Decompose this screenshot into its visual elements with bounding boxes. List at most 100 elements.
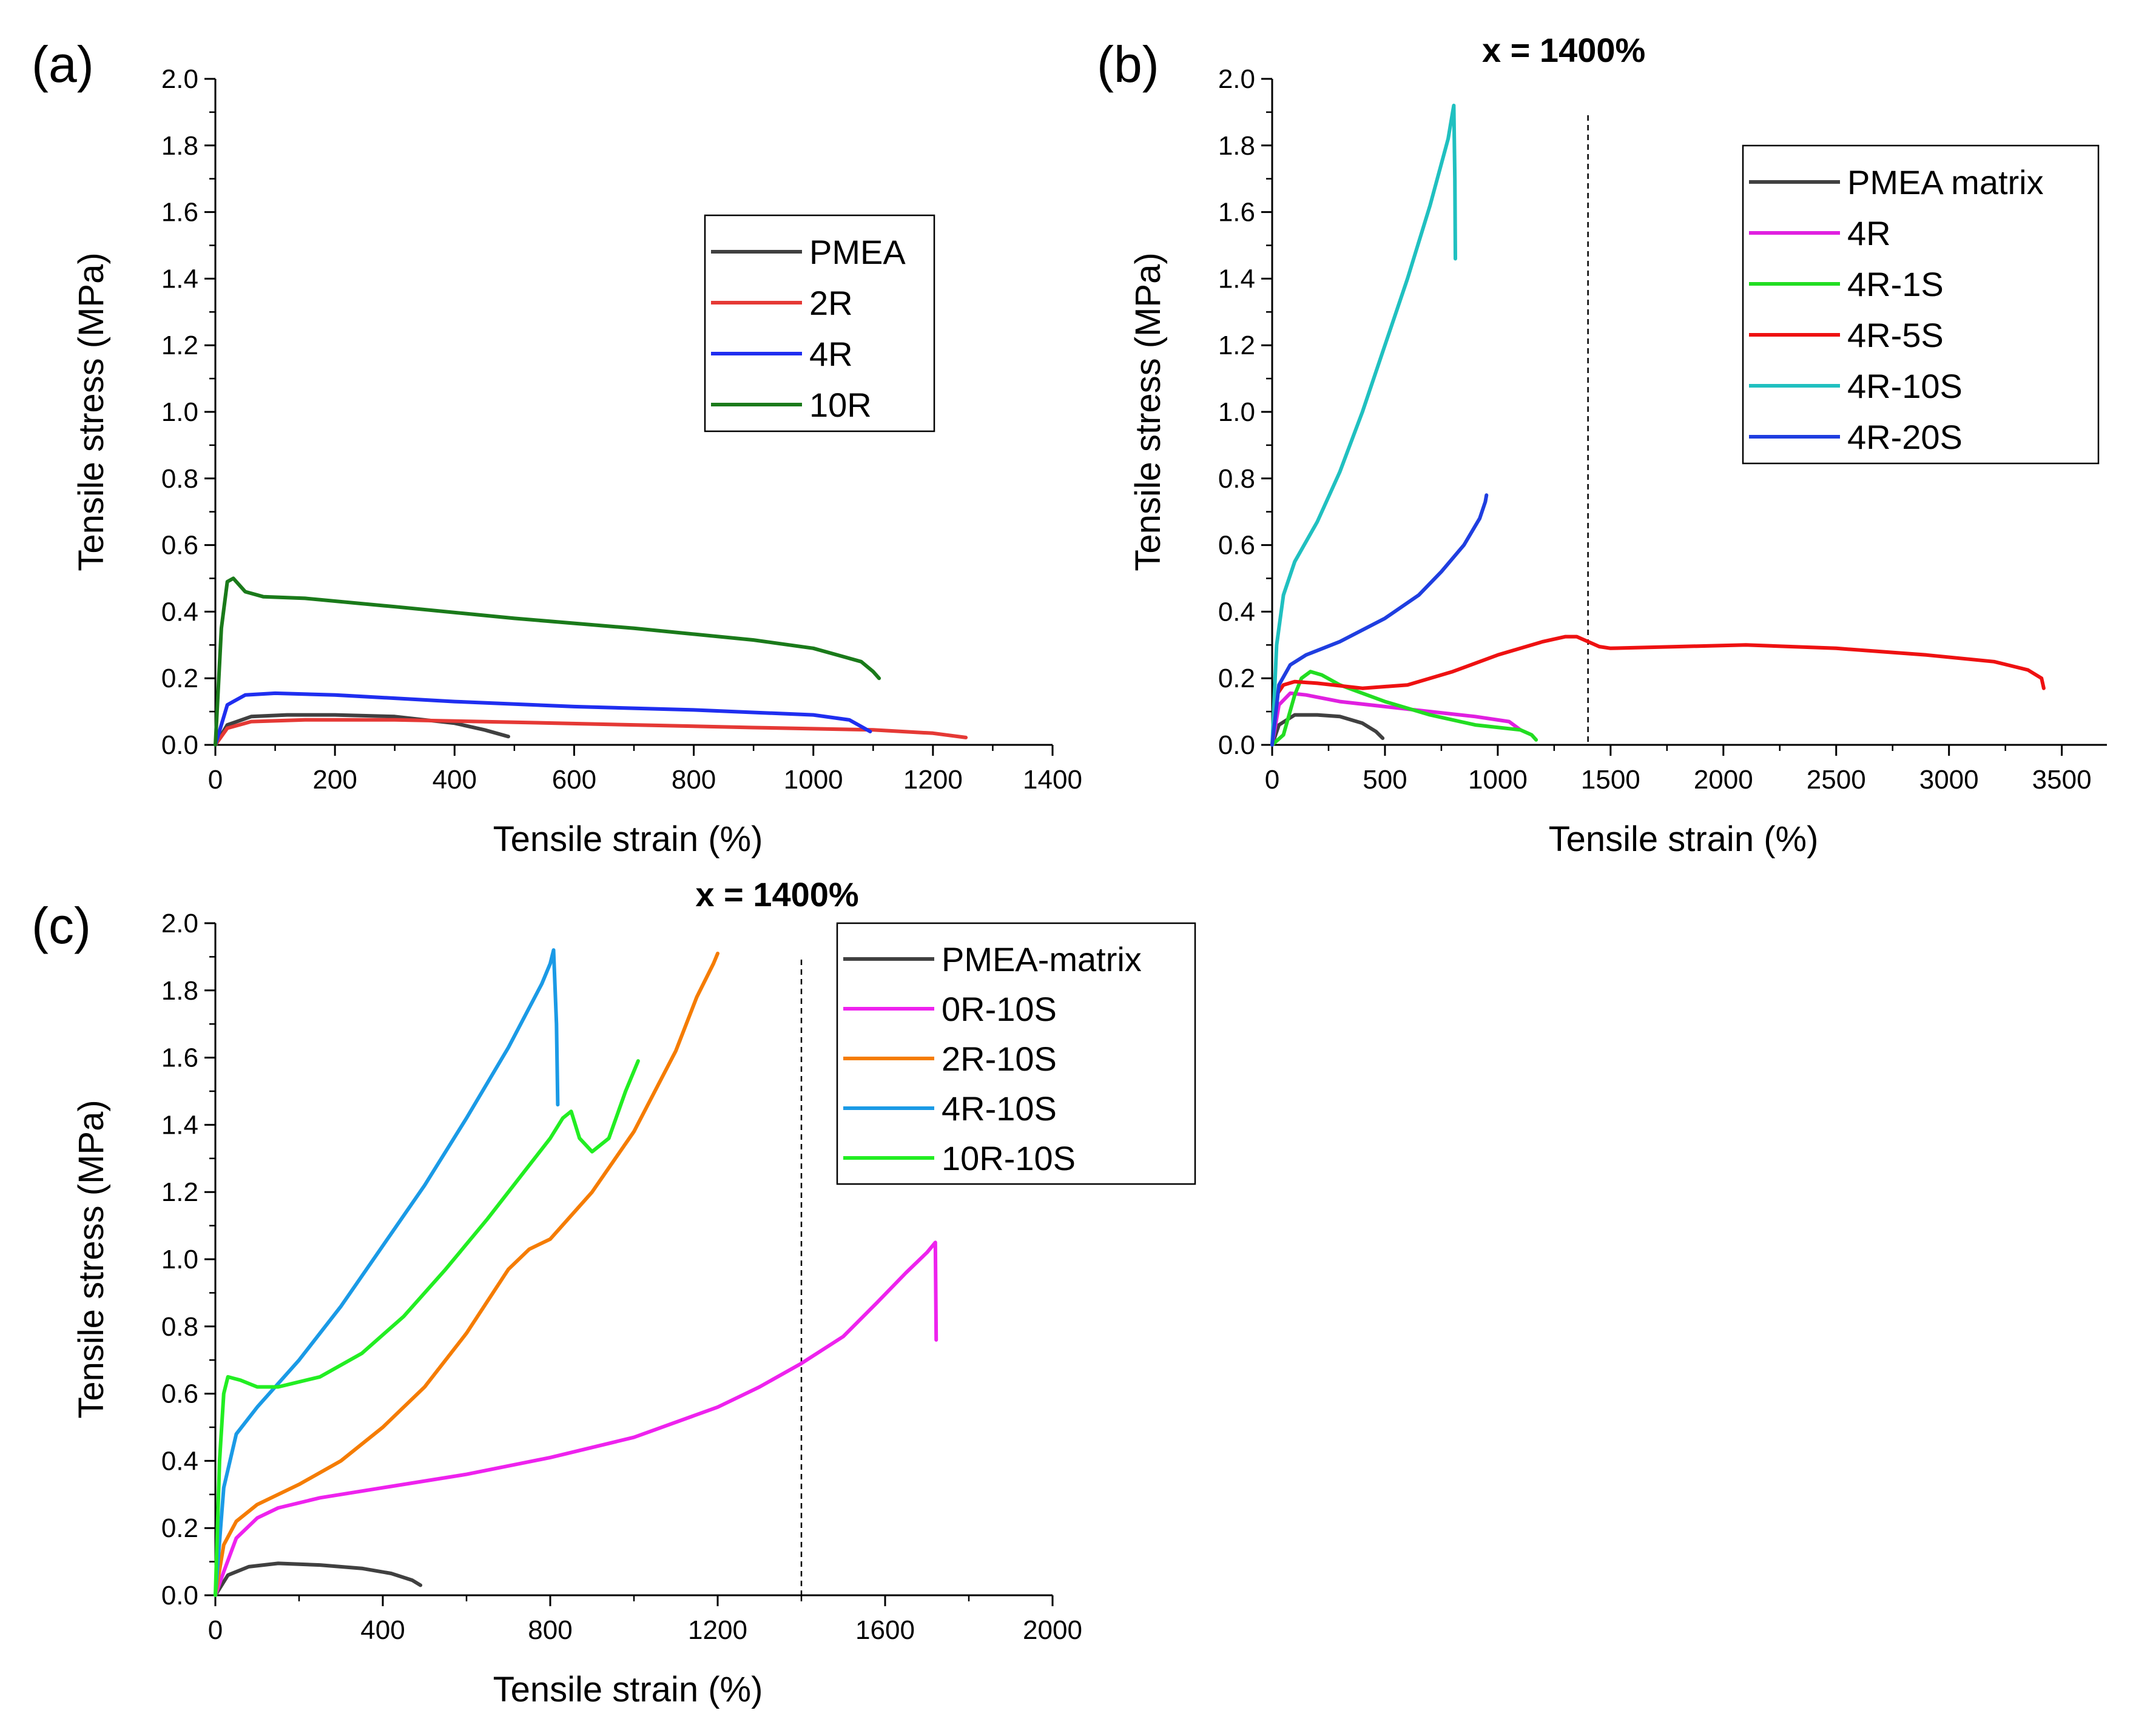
legend-label: 2R bbox=[809, 284, 853, 322]
x-tick-label: 1000 bbox=[784, 765, 843, 795]
legend-label: 4R-10S bbox=[942, 1089, 1057, 1128]
legend-label: 2R-10S bbox=[942, 1040, 1057, 1078]
y-tick-label: 0.2 bbox=[161, 1513, 198, 1543]
x-tick-label: 500 bbox=[1363, 765, 1407, 795]
y-tick-label: 0.4 bbox=[161, 1446, 198, 1476]
legend-label: 4R-10S bbox=[1847, 367, 1963, 405]
y-tick-label: 1.8 bbox=[1218, 131, 1255, 161]
y-tick-label: 0.8 bbox=[1218, 464, 1255, 494]
y-axis-title: Tensile stress (MPa) bbox=[72, 252, 111, 571]
y-tick-label: 1.6 bbox=[1218, 198, 1255, 227]
x-tick-label: 800 bbox=[528, 1615, 572, 1645]
x-tick-label: 3000 bbox=[1919, 765, 1979, 795]
x-tick-label: 1500 bbox=[1581, 765, 1640, 795]
y-tick-label: 1.6 bbox=[161, 1043, 198, 1073]
y-tick-label: 2.0 bbox=[161, 64, 198, 94]
y-tick-label: 0.0 bbox=[161, 730, 198, 760]
panel-b-chart: 0.0 0.2 0.4 0.6 0.8 1.0 1.2 1.4 1.6 1.8 2.0 0 500 100… bbox=[1097, 31, 2107, 859]
x-axis-title: Tensile strain (%) bbox=[1549, 819, 1819, 859]
series-line-4r-5s bbox=[1270, 634, 2046, 747]
series-line-10r bbox=[214, 576, 881, 747]
y-tick-label: 2.0 bbox=[161, 909, 198, 938]
series-line-0r-10s bbox=[214, 1240, 938, 1597]
x-tick-label: 1600 bbox=[855, 1615, 915, 1645]
legend-label: 0R-10S bbox=[942, 990, 1057, 1028]
legend-box bbox=[1742, 144, 2100, 465]
x-tick-label: 3500 bbox=[2032, 765, 2092, 795]
y-tick-label: 1.2 bbox=[161, 1177, 198, 1207]
panel-label-a: (a) bbox=[32, 36, 94, 93]
legend-label: 10R bbox=[809, 386, 872, 424]
y-tick-label: 1.0 bbox=[161, 1245, 198, 1274]
y-tick-label: 0.2 bbox=[1218, 664, 1255, 693]
y-tick-label: 1.4 bbox=[1218, 264, 1255, 294]
legend-label: PMEA-matrix bbox=[942, 940, 1142, 978]
x-axis-title: Tensile strain (%) bbox=[493, 1670, 763, 1709]
x-tick-label: 2000 bbox=[1023, 1615, 1082, 1645]
x-tick-label: 800 bbox=[672, 765, 716, 795]
y-axis-title: Tensile stress (MPa) bbox=[72, 1100, 111, 1418]
y-tick-label: 1.4 bbox=[161, 1110, 198, 1140]
y-tick-label: 2.0 bbox=[1218, 64, 1255, 94]
x-tick-label: 0 bbox=[1265, 765, 1279, 795]
series-line-4r-10s bbox=[1270, 103, 1457, 747]
x-tick-label: 0 bbox=[208, 765, 223, 795]
x-tick-label: 1400 bbox=[1023, 765, 1082, 795]
series-line-4r bbox=[1270, 691, 1523, 747]
x-tick-label: 1200 bbox=[688, 1615, 747, 1645]
panel-a-chart: 0.0 0.2 0.4 0.6 0.8 1.0 1.2 1.4 1.6 1.8 2.0 0 200 400… bbox=[32, 36, 1082, 859]
y-tick-label: 0.4 bbox=[161, 597, 198, 627]
y-tick-label: 0.0 bbox=[1218, 730, 1255, 760]
legend-label: 10R-10S bbox=[942, 1139, 1076, 1177]
series-line-pmea-matrix bbox=[1270, 713, 1385, 747]
series-line-2r bbox=[214, 718, 968, 747]
y-tick-label: 1.8 bbox=[161, 131, 198, 161]
y-tick-label: 0.6 bbox=[1218, 531, 1255, 560]
legend-label: PMEA matrix bbox=[1847, 163, 2044, 201]
y-tick-label: 0.6 bbox=[161, 531, 198, 560]
series-line-4r bbox=[214, 691, 872, 747]
x-axis-title: Tensile strain (%) bbox=[493, 819, 763, 859]
series-line-4r-20s bbox=[1270, 493, 1489, 747]
series-line-pmea bbox=[214, 713, 510, 747]
y-tick-label: 0.2 bbox=[161, 664, 198, 693]
panel-label-b: (b) bbox=[1097, 36, 1159, 93]
y-tick-label: 0.8 bbox=[161, 464, 198, 494]
annotation-label: x = 1400% bbox=[695, 875, 858, 913]
series-line-4r-10s bbox=[214, 948, 560, 1597]
annotation-label: x = 1400% bbox=[1482, 31, 1645, 69]
series-line-2r-10s bbox=[214, 951, 719, 1597]
x-tick-label: 2000 bbox=[1694, 765, 1753, 795]
y-tick-label: 0.8 bbox=[161, 1312, 198, 1342]
y-tick-label: 1.6 bbox=[161, 198, 198, 227]
legend-box bbox=[836, 922, 1196, 1185]
panel-label-c: (c) bbox=[32, 897, 91, 954]
y-tick-label: 0.4 bbox=[1218, 597, 1255, 627]
y-tick-label: 1.4 bbox=[161, 264, 198, 294]
x-tick-label: 200 bbox=[312, 765, 357, 795]
legend-label: 4R-5S bbox=[1847, 316, 1944, 354]
x-tick-label: 1200 bbox=[903, 765, 963, 795]
legend-label: 4R bbox=[809, 335, 853, 373]
legend-label: PMEA bbox=[809, 233, 906, 271]
series-line-10r-10s bbox=[214, 1059, 640, 1597]
x-tick-label: 2500 bbox=[1807, 765, 1866, 795]
y-tick-label: 0.6 bbox=[161, 1379, 198, 1409]
x-tick-label: 1000 bbox=[1468, 765, 1528, 795]
y-axis-title: Tensile stress (MPa) bbox=[1128, 252, 1168, 571]
legend-label: 4R-20S bbox=[1847, 418, 1963, 456]
y-tick-label: 1.0 bbox=[161, 397, 198, 427]
y-tick-label: 0.0 bbox=[161, 1581, 198, 1610]
x-tick-label: 600 bbox=[552, 765, 596, 795]
x-tick-label: 400 bbox=[360, 1615, 405, 1645]
y-tick-label: 1.0 bbox=[1218, 397, 1255, 427]
x-tick-label: 0 bbox=[208, 1615, 223, 1645]
y-tick-label: 1.2 bbox=[161, 331, 198, 360]
legend-label: 4R-1S bbox=[1847, 265, 1944, 303]
series-line-pmea-matrix bbox=[214, 1561, 423, 1597]
y-tick-label: 1.8 bbox=[161, 976, 198, 1006]
x-tick-label: 400 bbox=[433, 765, 477, 795]
panel-c-chart: 0.0 0.2 0.4 0.6 0.8 1.0 1.2 1.4 1.6 1.8 2.0 0 400 800… bbox=[32, 875, 1196, 1709]
legend-label: 4R bbox=[1847, 214, 1891, 252]
